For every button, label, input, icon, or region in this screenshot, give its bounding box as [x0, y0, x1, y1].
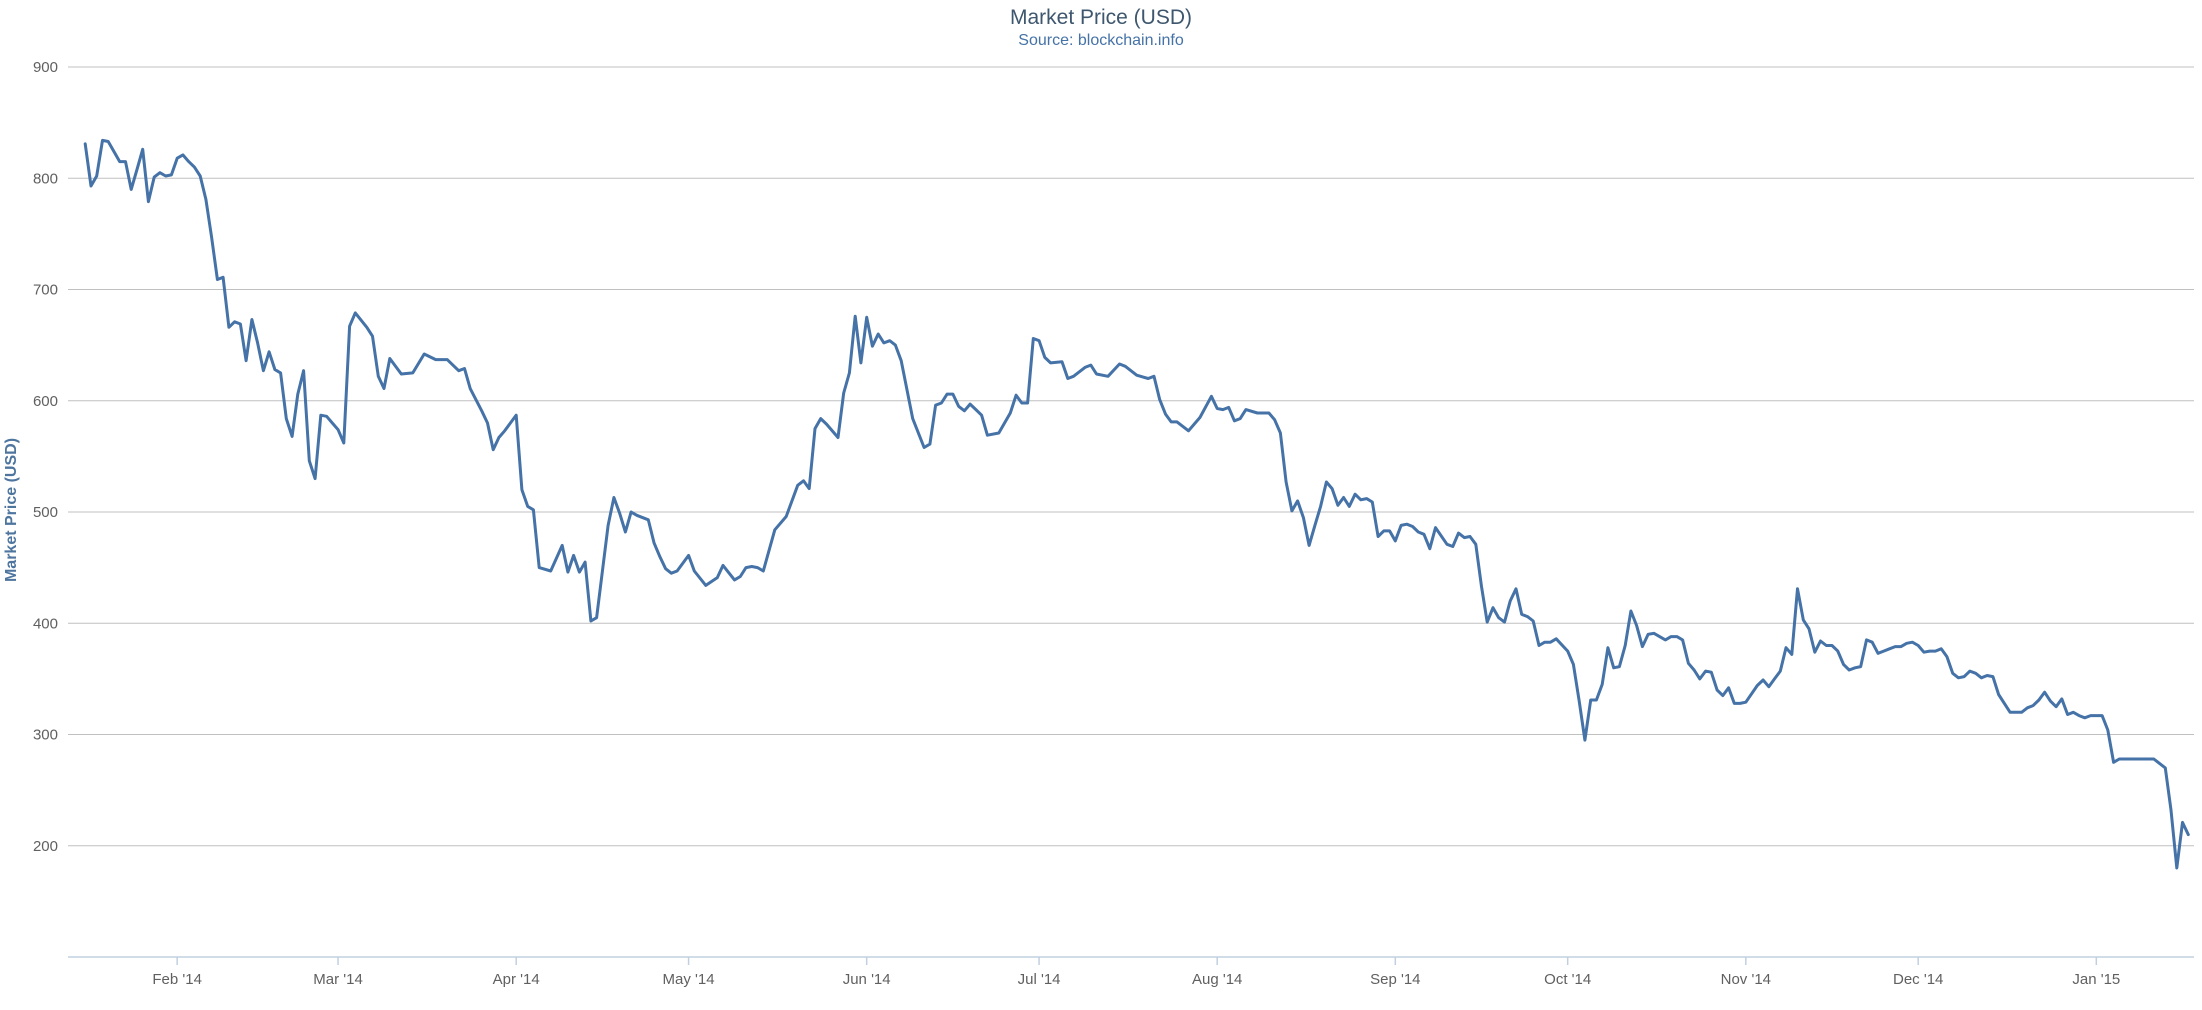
x-tick-label: Jan '15	[2072, 971, 2120, 988]
y-axis-tick-labels: 200 300 400 500 600 700 800 900	[33, 59, 58, 855]
x-axis-tick-labels: Feb '14 Mar '14 Apr '14 May '14 Jun '14 Jul '…	[152, 971, 2120, 988]
y-tick-label: 600	[33, 393, 58, 410]
x-tick-label: Feb '14	[152, 971, 202, 988]
y-tick-label: 900	[33, 59, 58, 76]
x-tick-label: Jun '14	[843, 971, 891, 988]
y-tick-label: 800	[33, 170, 58, 187]
x-tick-label: Aug '14	[1192, 971, 1242, 988]
x-tick-label: Mar '14	[313, 971, 363, 988]
y-tick-label: 500	[33, 504, 58, 521]
x-tick-label: Dec '14	[1893, 971, 1943, 988]
chart-subtitle: Source: blockchain.info	[1018, 32, 1184, 49]
gridlines	[68, 66, 2194, 847]
x-tick-label: Jul '14	[1018, 971, 1061, 988]
x-axis-ticks	[176, 957, 2098, 965]
chart-title: Market Price (USD)	[1009, 6, 1193, 29]
x-tick-label: Apr '14	[493, 971, 540, 988]
y-tick-label: 700	[33, 282, 58, 299]
y-tick-label: 400	[33, 615, 58, 632]
y-tick-label: 200	[33, 838, 58, 855]
price-series-line	[83, 138, 2190, 870]
x-tick-label: Oct '14	[1544, 971, 1591, 988]
y-tick-label: 300	[33, 727, 58, 744]
x-tick-label: May '14	[663, 971, 715, 988]
x-tick-label: Sep '14	[1370, 971, 1420, 988]
y-axis-title: Market Price (USD)	[3, 438, 20, 582]
x-tick-label: Nov '14	[1721, 971, 1771, 988]
